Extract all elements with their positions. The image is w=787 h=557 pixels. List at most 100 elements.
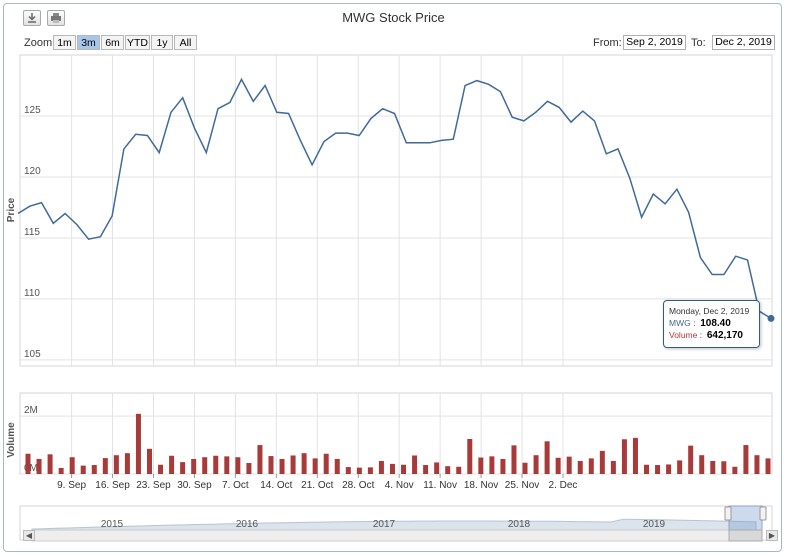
volume-bar xyxy=(511,445,517,474)
volume-bar xyxy=(621,439,627,474)
chart-container xyxy=(3,3,782,552)
volume-bar xyxy=(533,455,539,474)
navigator-year-label: 2016 xyxy=(236,519,259,530)
navigator-left-handle xyxy=(724,506,732,521)
range-from-label: From: xyxy=(593,37,622,49)
volume-axis-label: Volume xyxy=(6,422,17,458)
volume-bar xyxy=(246,463,252,474)
zoom-1m-button[interactable]: 1m xyxy=(53,35,76,50)
x-tick-label: 28. Oct xyxy=(342,480,374,491)
volume-bar xyxy=(268,456,274,474)
tooltip-volume-label: Volume xyxy=(669,330,698,340)
volume-bar xyxy=(632,437,638,474)
x-tick-label: 9. Sep xyxy=(57,480,86,491)
volume-bar xyxy=(180,462,186,474)
volume-bar xyxy=(699,455,705,474)
range-from-input[interactable]: Sep 2, 2019 xyxy=(623,35,686,50)
x-tick-label: 23. Sep xyxy=(136,480,171,491)
volume-bar xyxy=(710,460,716,474)
volume-bar xyxy=(356,467,362,474)
volume-tick-label: 2M xyxy=(24,405,38,416)
range-to-label: To: xyxy=(691,37,706,49)
volume-bar xyxy=(588,458,594,474)
download-icon xyxy=(28,13,36,23)
volume-bar xyxy=(577,460,583,474)
volume-bar xyxy=(279,458,285,474)
zoom-ytd-button[interactable]: YTD xyxy=(125,35,150,50)
volume-plot-border xyxy=(19,392,773,475)
x-tick-label: 11. Nov xyxy=(423,480,457,491)
zoom-all-button[interactable]: All xyxy=(174,35,197,50)
volume-bar xyxy=(489,456,495,474)
navigator-scrollbar-track xyxy=(31,529,761,542)
volume-bar xyxy=(743,445,749,474)
print-icon xyxy=(51,13,61,23)
navigator-year-label: 2015 xyxy=(101,519,124,530)
range-to-input[interactable]: Dec 2, 2019 xyxy=(712,35,775,50)
price-tick-label: 125 xyxy=(24,105,41,116)
volume-bar xyxy=(721,461,727,474)
zoom-6m-button[interactable]: 6m xyxy=(101,35,124,50)
navigator-scrollbar-thumb xyxy=(728,529,763,542)
volume-bar xyxy=(235,457,241,474)
volume-bar xyxy=(456,466,462,474)
volume-bar xyxy=(69,457,75,474)
volume-tick-label: 0M xyxy=(24,463,38,474)
volume-bar xyxy=(732,466,738,474)
volume-bar xyxy=(445,466,451,474)
price-tick-label: 115 xyxy=(24,227,40,238)
volume-bar xyxy=(367,467,373,474)
zoom-3m-button[interactable]: 3m xyxy=(77,35,100,50)
navigator-year-label: 2019 xyxy=(643,519,666,530)
scroll-right-button[interactable]: ▶ xyxy=(766,530,778,541)
scroll-left-button[interactable]: ◀ xyxy=(23,530,35,541)
download-button[interactable] xyxy=(23,10,41,26)
volume-bar xyxy=(323,453,329,474)
x-tick-label: 25. Nov xyxy=(505,480,539,491)
volume-bar xyxy=(765,458,771,474)
volume-bar xyxy=(301,453,307,474)
volume-bar xyxy=(158,464,164,474)
tooltip-volume-value: 642,170 xyxy=(706,330,743,341)
volume-bar xyxy=(58,467,64,474)
zoom-label: Zoom xyxy=(24,37,53,49)
volume-bar xyxy=(224,456,230,474)
volume-bar xyxy=(544,441,550,474)
volume-bar xyxy=(412,455,418,474)
volume-bar xyxy=(146,448,152,474)
volume-bar xyxy=(47,454,53,474)
zoom-1y-button[interactable]: 1y xyxy=(151,35,173,50)
volume-bar xyxy=(25,453,31,474)
volume-bar xyxy=(401,464,407,474)
navigator-right-handle xyxy=(759,506,767,521)
x-tick-label: 30. Sep xyxy=(177,480,212,491)
price-series-line xyxy=(17,77,772,320)
x-tick-label: 4. Nov xyxy=(385,480,414,491)
volume-bar xyxy=(345,467,351,474)
volume-bar xyxy=(555,457,561,474)
x-tick-label: 14. Oct xyxy=(260,480,292,491)
volume-bar xyxy=(290,455,296,474)
x-tick-label: 2. Dec xyxy=(549,480,578,491)
x-tick-label: 18. Nov xyxy=(464,480,498,491)
x-tick-label: 7. Oct xyxy=(222,480,249,491)
tooltip-date: Monday, Dec 2, 2019 xyxy=(669,306,750,316)
volume-bar xyxy=(677,460,683,474)
volume-bar xyxy=(334,458,340,474)
volume-bar xyxy=(467,438,473,474)
price-plot-border xyxy=(19,54,773,367)
navigator-year-label: 2018 xyxy=(508,519,531,530)
volume-bar xyxy=(80,465,86,474)
volume-bar xyxy=(688,445,694,474)
print-button[interactable] xyxy=(47,10,65,26)
price-tick-label: 105 xyxy=(24,349,41,360)
volume-bar xyxy=(36,458,42,474)
volume-bar xyxy=(202,457,208,474)
volume-bar xyxy=(312,458,318,474)
volume-bar xyxy=(599,450,605,474)
volume-bar xyxy=(666,464,672,474)
price-axis-label: Price xyxy=(6,197,17,222)
volume-bar xyxy=(135,413,141,474)
volume-bar xyxy=(113,455,119,474)
